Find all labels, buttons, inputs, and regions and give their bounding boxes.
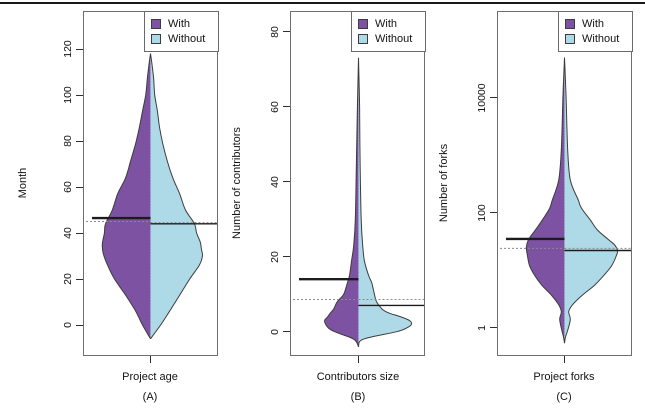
violin-plot-c	[500, 57, 631, 344]
violin-half-with	[324, 57, 359, 347]
legend-label-without: Without	[582, 33, 620, 45]
y-tick-mark	[76, 94, 83, 96]
violin-outline-with	[525, 57, 565, 344]
legend-item-without: Without	[151, 33, 212, 45]
x-axis-label-c: Project forks	[533, 371, 595, 383]
x-axis-label-a: Project age	[122, 371, 178, 383]
y-tick-label: 100	[62, 86, 74, 104]
y-tick-mark	[490, 212, 497, 214]
legend-label-with: With	[168, 18, 190, 30]
y-tick-label: 1	[476, 324, 488, 331]
legend-item-with: With	[565, 18, 626, 30]
legend-label-without: Without	[168, 33, 206, 45]
y-tick-mark	[490, 97, 497, 99]
y-tick-label: 0	[269, 328, 281, 335]
y-tick-mark	[76, 48, 83, 50]
violin-outline-with	[101, 53, 151, 340]
violin-half-without	[564, 57, 618, 344]
legend-c: With Without	[558, 11, 633, 52]
y-tick-mark	[283, 181, 290, 183]
y-axis-title-c: Number of forks	[438, 143, 450, 223]
y-tick-label: 100	[476, 203, 488, 222]
legend-item-with: With	[358, 18, 419, 30]
without-color-swatch	[151, 34, 161, 44]
panel-letter-a: (A)	[142, 391, 158, 403]
y-tick-label: 0	[62, 322, 74, 328]
y-tick-label: 40	[269, 175, 281, 188]
y-tick-mark	[283, 331, 290, 333]
legend-label-without: Without	[375, 33, 413, 45]
violin-outline-without	[564, 57, 619, 344]
violin-half-without	[358, 57, 412, 347]
legend-b: With Without	[351, 11, 426, 52]
y-tick-label: 40	[62, 227, 74, 239]
panel-letter-c: (C)	[556, 391, 572, 403]
x-tick-mark	[150, 356, 151, 363]
legend-label-with: With	[582, 18, 604, 30]
y-tick-mark	[76, 140, 83, 142]
legend-label-with: With	[375, 18, 397, 30]
legend-item-without: Without	[565, 33, 626, 45]
violin-outline-with	[324, 57, 359, 347]
without-color-swatch	[565, 34, 575, 44]
x-tick-mark	[564, 356, 565, 363]
with-color-swatch	[565, 19, 575, 29]
panel-letter-b: (B)	[350, 391, 366, 403]
legend-item-without: Without	[358, 33, 419, 45]
y-tick-mark	[76, 186, 83, 188]
y-tick-mark	[76, 278, 83, 280]
y-tick-label: 60	[62, 181, 74, 193]
y-tick-label: 60	[269, 100, 281, 113]
with-color-swatch	[358, 19, 368, 29]
violin-half-without	[150, 53, 203, 339]
violin-outline-without	[150, 53, 203, 340]
y-tick-label: 80	[269, 25, 281, 38]
y-tick-mark	[283, 31, 290, 33]
with-color-swatch	[151, 19, 161, 29]
y-tick-mark	[283, 256, 290, 258]
figure-top-border	[0, 2, 645, 4]
y-axis-title-a: Month	[17, 167, 29, 199]
violin-outline-without	[358, 57, 413, 347]
y-tick-mark	[490, 327, 497, 329]
y-tick-mark	[76, 232, 83, 234]
y-tick-label: 10000	[476, 83, 488, 113]
without-color-swatch	[358, 34, 368, 44]
violin-half-with	[102, 53, 151, 339]
violin-plot-b	[293, 57, 424, 347]
legend-item-with: With	[151, 18, 212, 30]
y-axis-title-b: Number of contributors	[231, 127, 243, 239]
y-tick-mark	[283, 106, 290, 108]
x-tick-mark	[358, 356, 359, 363]
violin-plot-a	[86, 53, 217, 340]
violin-half-with	[526, 57, 565, 344]
y-tick-label: 80	[62, 135, 74, 147]
y-tick-label: 20	[269, 250, 281, 263]
y-tick-label: 20	[62, 273, 74, 285]
legend-a: With Without	[144, 11, 219, 52]
x-axis-label-b: Contributors size	[316, 371, 400, 383]
y-tick-mark	[76, 324, 83, 326]
y-tick-label: 120	[62, 40, 74, 58]
